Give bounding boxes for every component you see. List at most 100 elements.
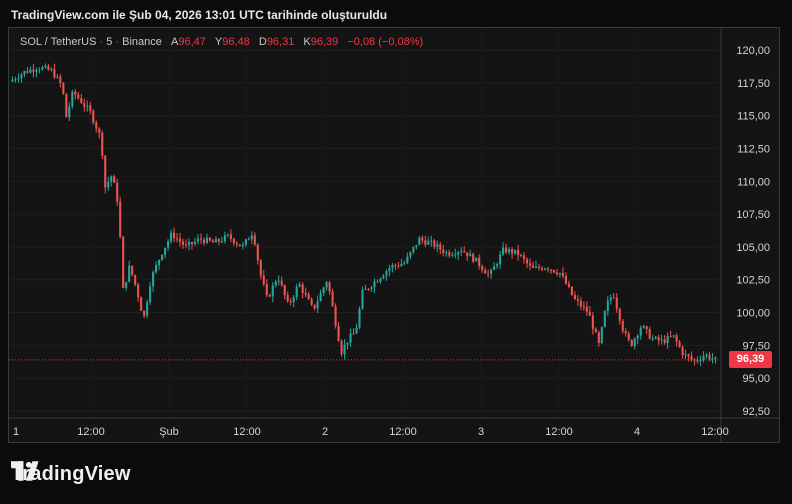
candle-body (499, 254, 502, 265)
chart-frame[interactable]: 120,00 117,50 115,00 112,50 110,00 107,50 105,… (8, 27, 780, 443)
candle-body (307, 294, 310, 300)
candle-body (322, 287, 325, 294)
candle-body (26, 70, 29, 73)
candle-body (289, 301, 292, 303)
candle-body (508, 249, 511, 253)
candle-body (187, 242, 191, 246)
candle-body (172, 232, 176, 239)
candle-body (418, 237, 421, 245)
price-tick-label: 102,50 (736, 275, 770, 287)
candle-body (481, 265, 484, 271)
candle-body (546, 268, 550, 270)
candle-body (11, 79, 14, 82)
candle-body (388, 268, 391, 272)
candle-body (161, 254, 164, 260)
candle-body (579, 300, 582, 307)
time-tick-label: 2 (322, 426, 328, 438)
last-price-badge: 96,39 (729, 351, 772, 369)
candle-body (232, 238, 235, 244)
candle-body (32, 69, 35, 72)
legend-open-label: A (170, 36, 179, 48)
candle-body (140, 297, 143, 311)
candle-body (229, 234, 232, 239)
candle-body (226, 234, 229, 236)
candle-body (250, 235, 253, 240)
time-tick-label: 3 (478, 426, 484, 438)
candle-body (80, 98, 83, 104)
candle-body (681, 346, 684, 355)
candle-body (92, 110, 95, 123)
candle-body (50, 69, 53, 71)
legend-exchange: Binance (122, 36, 162, 48)
candle-body (376, 281, 379, 283)
candle-body (394, 265, 397, 267)
legend-close-value: 96,39 (310, 36, 339, 48)
candle-body (340, 341, 343, 355)
price-tick-label: 120,00 (736, 45, 770, 57)
candle-body (301, 284, 304, 293)
candle-body (678, 341, 681, 347)
candle-body (427, 241, 430, 245)
legend-symbol[interactable]: SOL / TetherUS (20, 36, 97, 48)
candle-body (708, 354, 711, 359)
candle-body (367, 288, 370, 290)
candle-body (687, 354, 690, 357)
candle-body (663, 339, 666, 344)
candle-body (313, 304, 316, 309)
candle-body (352, 333, 355, 335)
candle-body (448, 252, 451, 256)
candle-body (35, 70, 38, 72)
candle-body (310, 299, 313, 305)
price-tick-label: 95,00 (742, 373, 770, 385)
candle-body (460, 251, 463, 253)
candle-body (603, 311, 606, 327)
candle-body (514, 249, 517, 254)
candle-body (666, 336, 669, 344)
candle-body (669, 336, 672, 338)
candle-body (496, 264, 499, 267)
candle-body (101, 132, 104, 156)
candle-body (265, 284, 268, 295)
candle-body (370, 287, 373, 289)
candle-body (119, 201, 122, 237)
candle-body (152, 272, 155, 287)
candle-body (319, 293, 322, 302)
candle-body (62, 82, 65, 94)
time-tick-label: Şub (159, 426, 179, 438)
price-tick-label: 107,50 (736, 209, 770, 221)
tradingview-brand[interactable]: TradingView (11, 461, 131, 487)
candle-body (343, 344, 346, 355)
symbol-legend[interactable]: SOL / TetherUS · 5 · Binance A96,47 Y96,… (20, 36, 423, 48)
legend-open-value: 96,47 (178, 36, 206, 48)
candle-body (83, 103, 86, 107)
candle-body (77, 94, 80, 99)
candle-body (615, 297, 618, 309)
price-tick-label: 100,00 (736, 308, 770, 320)
candle-body (561, 272, 564, 277)
candle-body (220, 241, 223, 243)
candle-body (576, 299, 579, 301)
candle-body (490, 269, 493, 274)
candle-body (208, 237, 211, 241)
candle-body (98, 128, 101, 133)
chart-canvas[interactable]: 120,00 117,50 115,00 112,50 110,00 107,50 105,… (9, 28, 780, 443)
legend-interval[interactable]: 5 (106, 36, 113, 48)
candle-body (702, 356, 705, 360)
chart-caption: TradingView.com ile Şub 04, 2026 13:01 U… (11, 8, 388, 22)
candle-body (424, 240, 427, 245)
candle-body (334, 306, 337, 326)
candle-body (624, 331, 627, 334)
candle-body (585, 306, 588, 312)
candle-body (214, 239, 217, 243)
candle-body (511, 249, 514, 254)
candle-body (552, 269, 556, 273)
candle-body (65, 93, 68, 118)
candle-body (268, 294, 271, 297)
candle-body (113, 176, 116, 183)
candle-body (558, 272, 561, 275)
candle-body (155, 264, 158, 273)
candle-body (520, 254, 523, 256)
candle-body (128, 265, 131, 282)
candle-body (14, 79, 17, 81)
candle-body (361, 289, 364, 309)
